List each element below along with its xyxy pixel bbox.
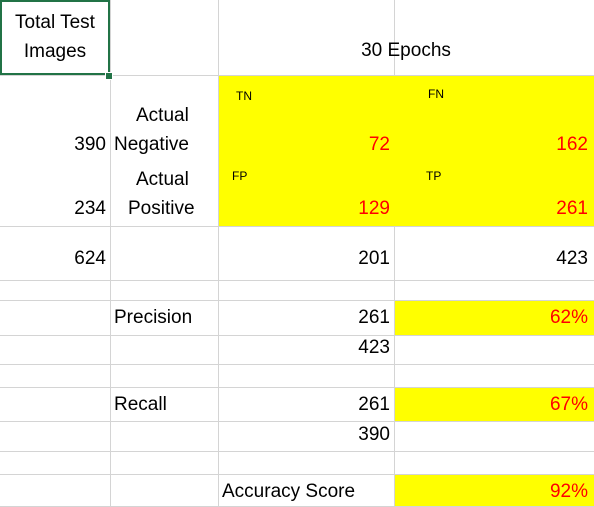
recall-numerator[interactable]: 261 <box>358 394 390 415</box>
tp-label[interactable]: TP <box>426 169 442 183</box>
gridline <box>0 226 594 227</box>
recall-label[interactable]: Recall <box>114 394 167 415</box>
recall-value[interactable]: 67% <box>549 394 588 415</box>
gridline <box>218 0 219 507</box>
accuracy-label[interactable]: Accuracy Score <box>222 481 356 502</box>
recall-value-highlight <box>395 388 594 421</box>
gridline <box>0 280 594 281</box>
precision-value[interactable]: 62% <box>549 307 588 328</box>
gridline <box>0 421 594 422</box>
gridline <box>394 0 395 507</box>
fp-value[interactable]: 129 <box>358 198 390 219</box>
gridline <box>0 300 594 301</box>
epochs-header[interactable]: 30 Epochs <box>361 40 451 61</box>
total-test-images-header[interactable]: Total Test Images <box>15 12 95 62</box>
recall-denominator[interactable]: 390 <box>358 424 390 445</box>
precision-denominator[interactable]: 423 <box>358 337 390 358</box>
fp-label[interactable]: FP <box>232 169 248 183</box>
tp-value[interactable]: 261 <box>556 198 588 219</box>
selected-cell[interactable] <box>0 0 110 75</box>
precision-value-highlight <box>395 301 594 335</box>
actual-negative-label-line1[interactable]: Actual <box>136 105 189 126</box>
precision-numerator[interactable]: 261 <box>358 307 390 328</box>
fn-value[interactable]: 162 <box>556 134 588 155</box>
fill-handle[interactable] <box>105 72 113 80</box>
gridline <box>0 387 594 388</box>
gridline <box>0 451 594 452</box>
actual-positive-label-line1[interactable]: Actual <box>136 169 189 190</box>
precision-label[interactable]: Precision <box>114 307 193 328</box>
fn-label[interactable]: FN <box>428 87 444 101</box>
tn-value[interactable]: 72 <box>368 134 390 155</box>
actual-negative-label-line2[interactable]: Negative <box>114 134 189 155</box>
actual-positive-count[interactable]: 234 <box>74 198 106 219</box>
gridline <box>0 75 594 76</box>
gridline <box>0 364 594 365</box>
gridline <box>0 474 594 475</box>
actual-negative-count[interactable]: 390 <box>74 134 106 155</box>
gridline <box>110 0 111 507</box>
tn-label[interactable]: TN <box>236 89 252 103</box>
confusion-matrix-highlight <box>219 76 594 226</box>
accuracy-value-highlight <box>395 475 594 506</box>
actual-positive-label-line2[interactable]: Positive <box>128 198 195 219</box>
column-total-predicted-negative[interactable]: 201 <box>358 248 390 269</box>
total-count[interactable]: 624 <box>74 248 106 269</box>
column-total-predicted-positive[interactable]: 423 <box>556 248 588 269</box>
accuracy-value[interactable]: 92% <box>549 481 588 502</box>
gridline <box>0 335 594 336</box>
